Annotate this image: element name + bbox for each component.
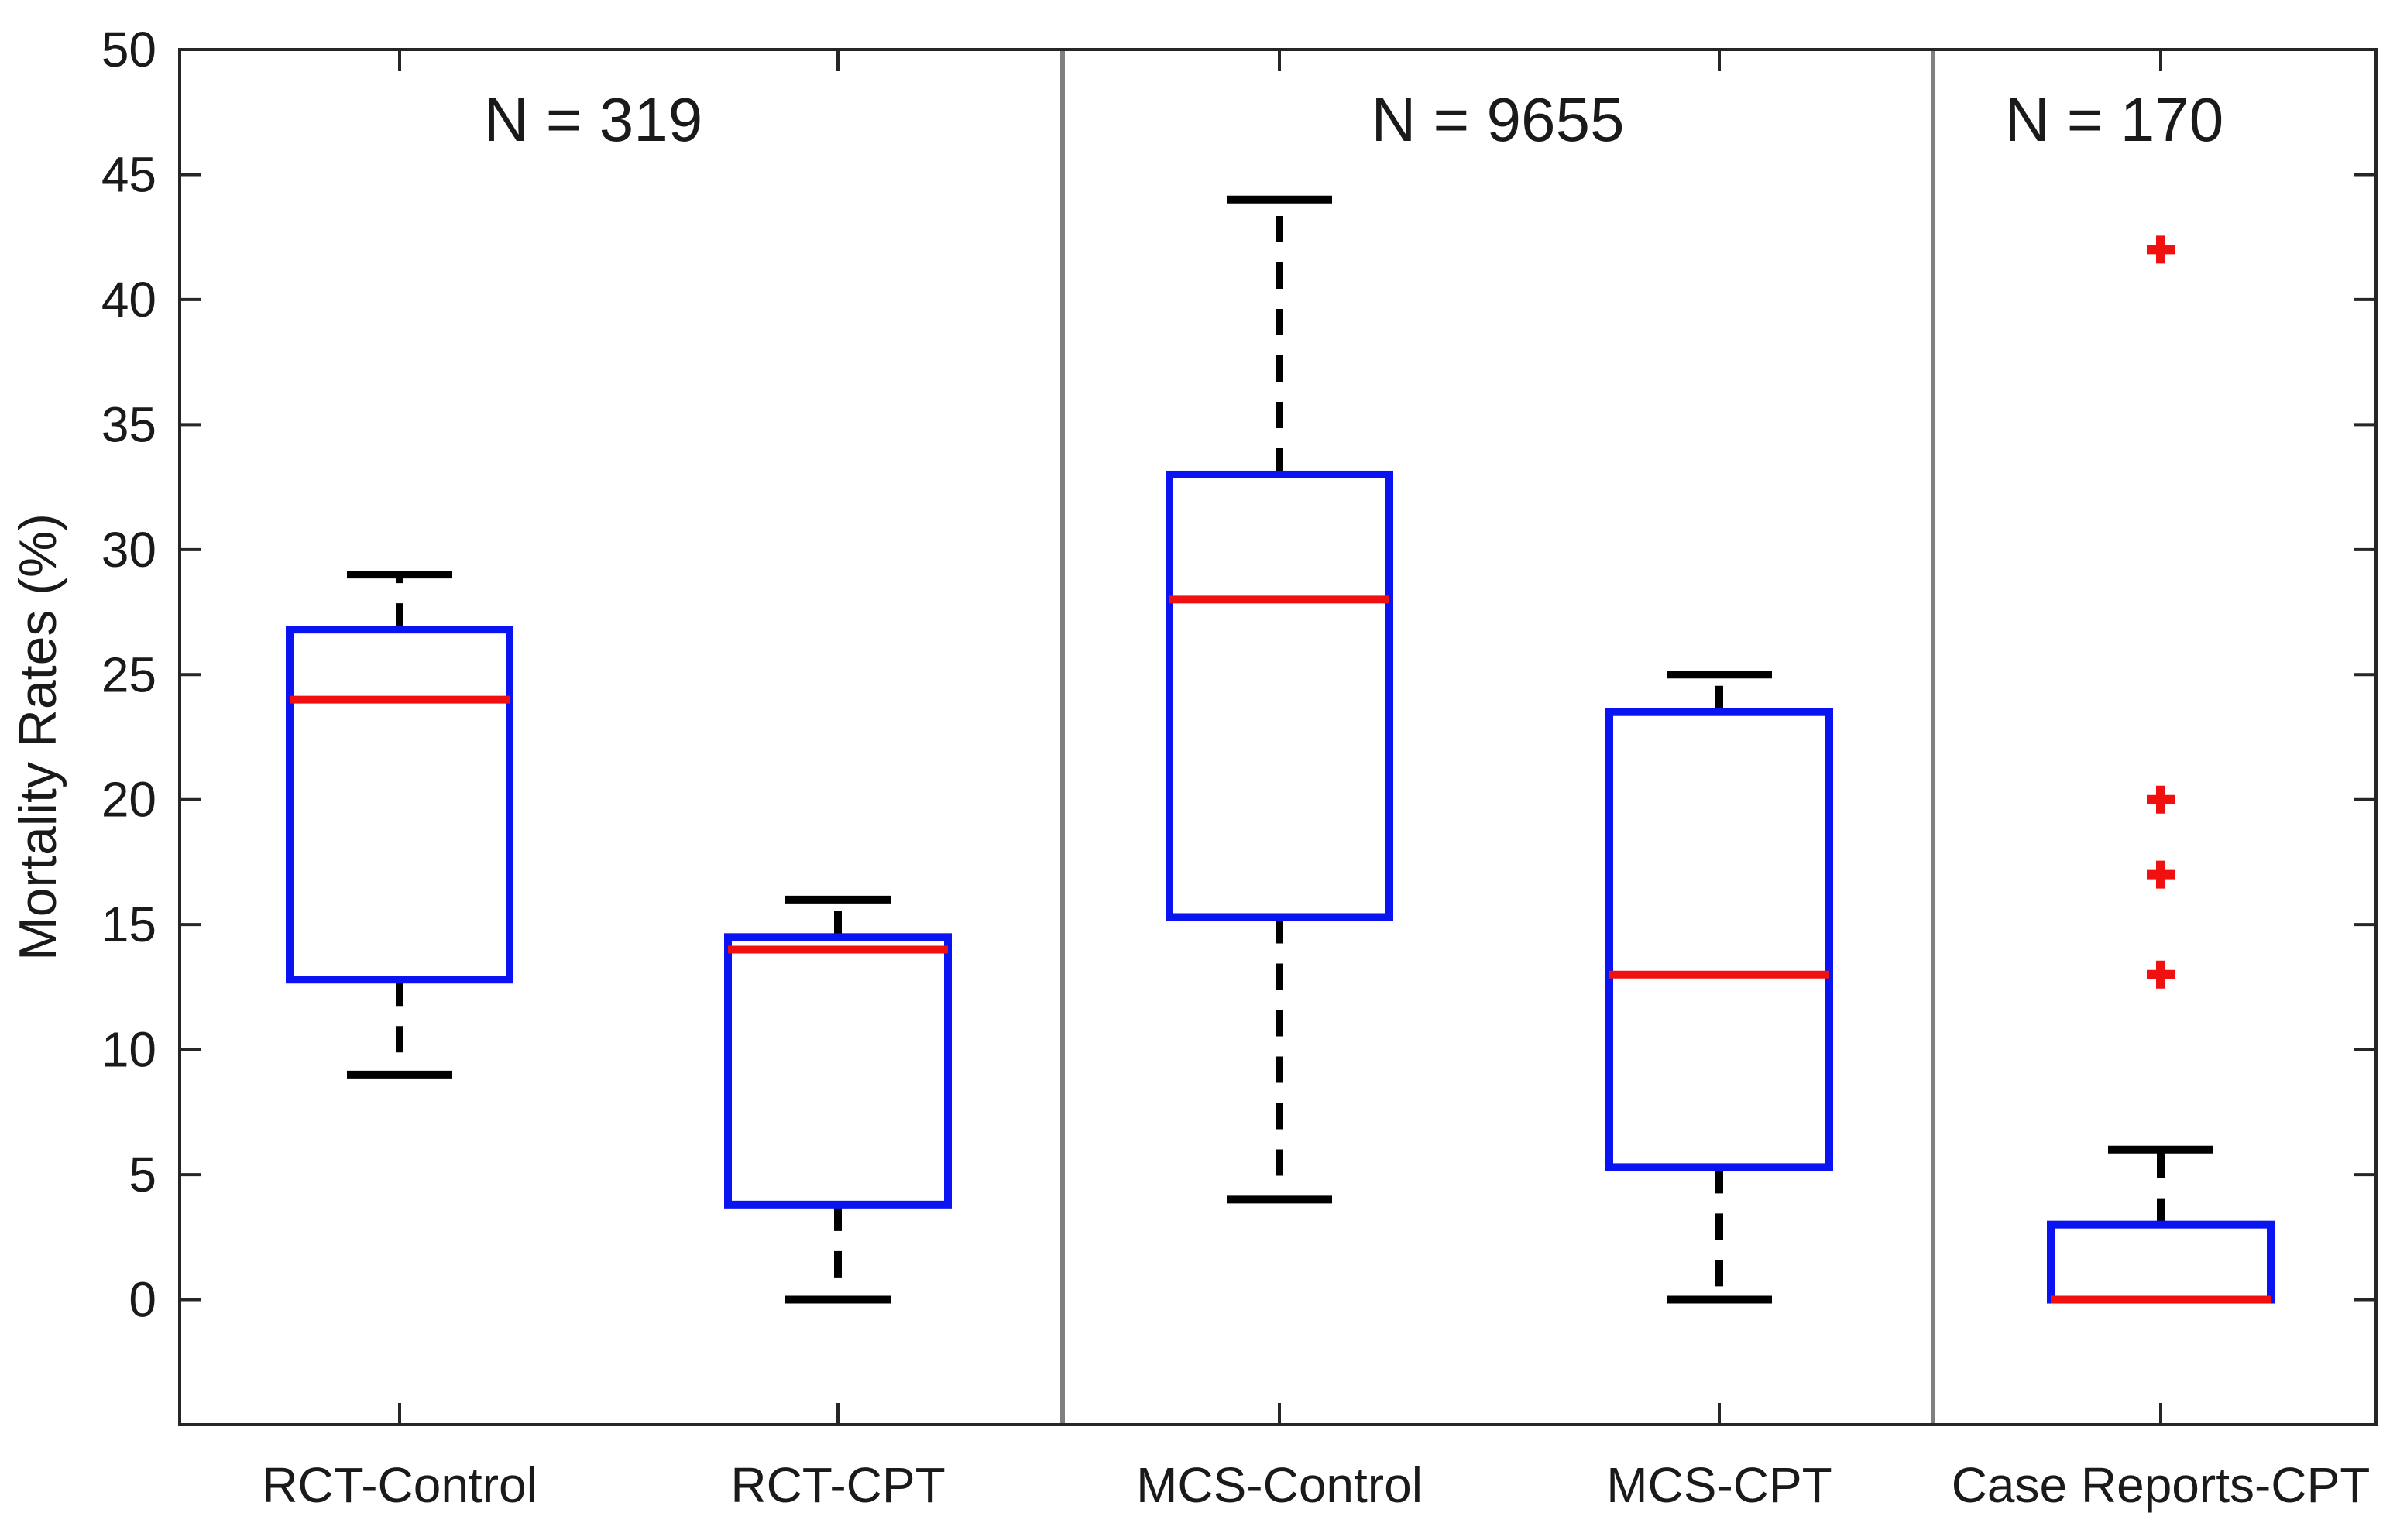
case-reports-cpt-outlier-4 — [2147, 235, 2175, 264]
y-tick-label: 15 — [101, 897, 156, 952]
y-tick-label: 45 — [101, 146, 156, 202]
x-category-label: Case Reports-CPT — [1952, 1457, 2371, 1513]
y-tick-label: 20 — [101, 772, 156, 828]
case-reports-cpt-outlier-2 — [2147, 860, 2175, 889]
x-category-label: RCT-CPT — [730, 1457, 945, 1513]
y-tick-label: 30 — [101, 522, 156, 578]
y-tick-label: 40 — [101, 272, 156, 328]
y-tick-label: 0 — [129, 1272, 156, 1328]
x-category-label: RCT-Control — [262, 1457, 537, 1513]
case-reports-cpt-outlier-1 — [2147, 960, 2175, 989]
x-category-label: MCS-CPT — [1606, 1457, 1832, 1513]
y-tick-label: 25 — [101, 647, 156, 702]
rct-control-box — [286, 626, 513, 984]
y-tick-label: 10 — [101, 1022, 156, 1078]
case-reports-cpt-box — [2047, 1220, 2275, 1304]
case-reports-cpt-outlier-3 — [2147, 785, 2175, 814]
group-n-label: N = 319 — [484, 85, 702, 154]
rct-cpt-box — [724, 933, 952, 1209]
y-tick-label: 5 — [129, 1147, 156, 1202]
group-n-label: N = 9655 — [1372, 85, 1625, 154]
y-axis-title: Mortality Rates (%) — [9, 513, 67, 961]
group-n-label: N = 170 — [2005, 85, 2223, 154]
y-tick-label: 35 — [101, 396, 156, 452]
y-tick-label: 50 — [101, 22, 156, 77]
mcs-control-box — [1166, 470, 1393, 921]
mcs-cpt-box — [1605, 708, 1833, 1171]
x-category-label: MCS-Control — [1136, 1457, 1423, 1513]
